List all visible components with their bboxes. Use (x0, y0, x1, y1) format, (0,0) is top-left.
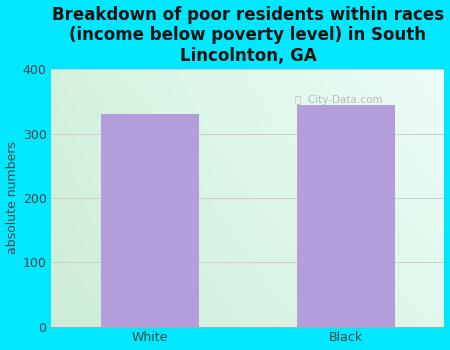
Y-axis label: absolute numbers: absolute numbers (5, 142, 18, 254)
Bar (101, 114, 199, 327)
Bar (297, 105, 395, 327)
Title: Breakdown of poor residents within races
(income below poverty level) in South
L: Breakdown of poor residents within races… (52, 6, 444, 65)
Text: ⓘ  City-Data.com: ⓘ City-Data.com (295, 95, 382, 105)
